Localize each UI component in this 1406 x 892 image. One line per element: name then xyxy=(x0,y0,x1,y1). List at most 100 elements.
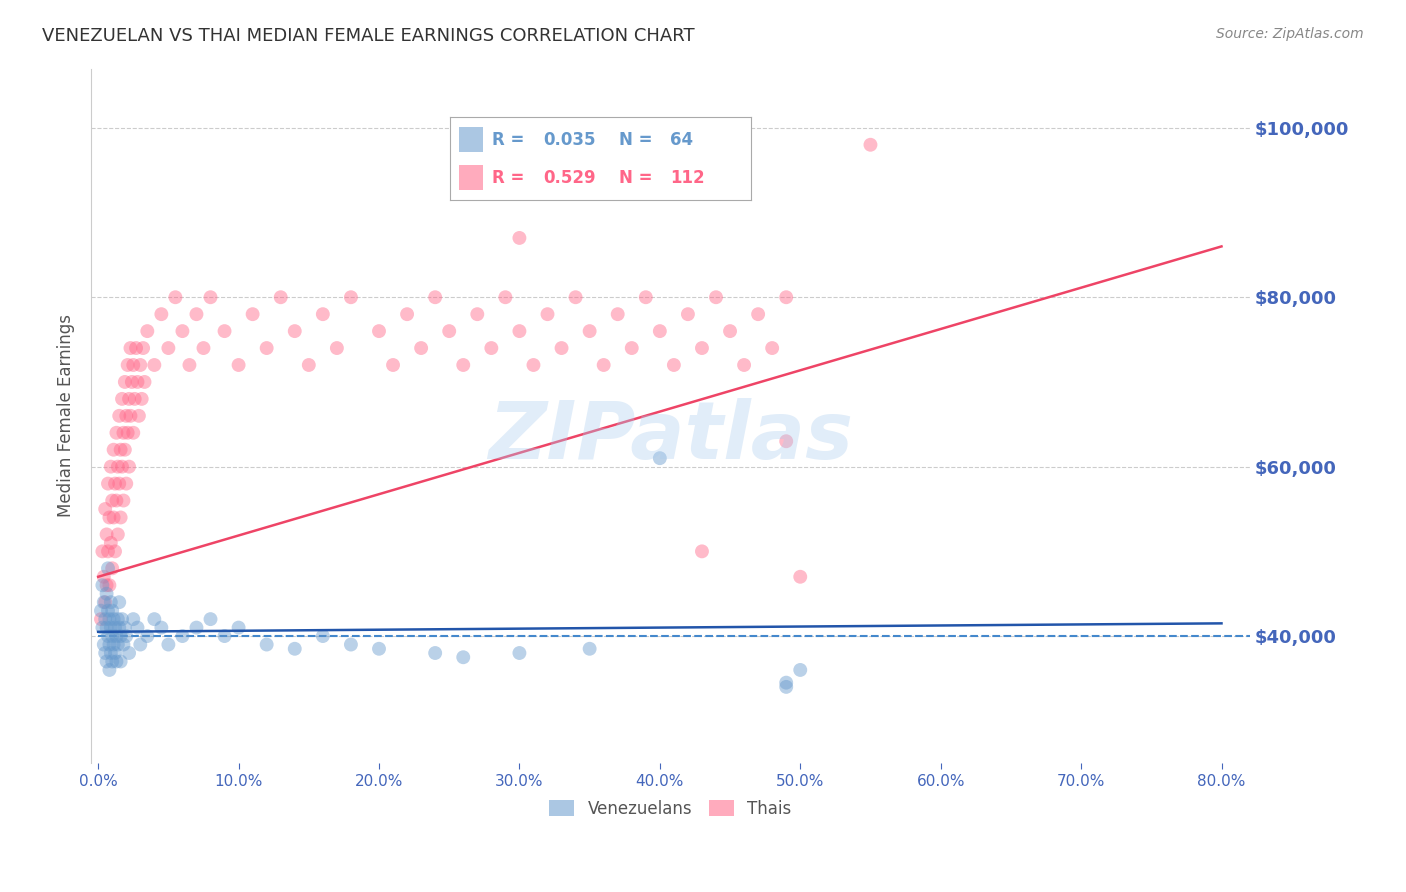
Point xyxy=(214,629,236,643)
Point xyxy=(97,476,120,491)
Point xyxy=(100,646,122,660)
Point xyxy=(112,425,135,440)
Text: VENEZUELAN VS THAI MEDIAN FEMALE EARNINGS CORRELATION CHART: VENEZUELAN VS THAI MEDIAN FEMALE EARNING… xyxy=(42,27,695,45)
Point xyxy=(104,621,127,635)
Point xyxy=(103,510,125,524)
Point xyxy=(508,324,530,338)
Point xyxy=(186,621,208,635)
Point xyxy=(536,307,558,321)
Point xyxy=(157,638,180,652)
Point xyxy=(93,570,115,584)
Point xyxy=(94,502,117,516)
Point xyxy=(522,358,544,372)
Point xyxy=(111,459,134,474)
Point xyxy=(396,307,419,321)
Point xyxy=(136,324,159,338)
Point xyxy=(98,638,121,652)
Legend: Venezuelans, Thais: Venezuelans, Thais xyxy=(543,793,799,824)
Point xyxy=(105,655,128,669)
Point xyxy=(107,459,129,474)
Point xyxy=(150,621,173,635)
Point xyxy=(129,358,152,372)
Point xyxy=(143,612,166,626)
Text: Source: ZipAtlas.com: Source: ZipAtlas.com xyxy=(1216,27,1364,41)
Point xyxy=(98,510,121,524)
Point xyxy=(94,595,117,609)
Point xyxy=(494,290,516,304)
Point xyxy=(789,663,811,677)
Point xyxy=(676,307,699,321)
Point xyxy=(150,307,173,321)
Point xyxy=(118,459,141,474)
Point xyxy=(648,451,671,466)
Point xyxy=(90,604,112,618)
Point xyxy=(115,409,138,423)
Point xyxy=(179,358,201,372)
Point xyxy=(578,324,600,338)
Point xyxy=(775,675,797,690)
Point xyxy=(101,629,124,643)
Point xyxy=(479,341,502,355)
Point xyxy=(96,655,118,669)
Point xyxy=(136,629,159,643)
Point xyxy=(105,493,128,508)
Point xyxy=(98,663,121,677)
Text: ZIPatlas: ZIPatlas xyxy=(488,398,853,475)
Point xyxy=(662,358,685,372)
Point xyxy=(425,646,447,660)
Point xyxy=(508,231,530,245)
Point xyxy=(186,307,208,321)
Point xyxy=(312,307,335,321)
Point xyxy=(256,638,278,652)
Point xyxy=(143,358,166,372)
Point xyxy=(200,612,222,626)
Point xyxy=(242,307,264,321)
Point xyxy=(134,375,156,389)
Point xyxy=(157,341,180,355)
Point xyxy=(200,290,222,304)
Point xyxy=(312,629,335,643)
Point xyxy=(108,476,131,491)
Y-axis label: Median Female Earnings: Median Female Earnings xyxy=(58,314,75,517)
Point xyxy=(214,324,236,338)
Point xyxy=(382,358,405,372)
Point xyxy=(747,307,769,321)
Point xyxy=(284,641,307,656)
Point xyxy=(94,612,117,626)
Point xyxy=(465,307,488,321)
Point xyxy=(96,527,118,541)
Point xyxy=(451,358,474,372)
Point xyxy=(103,612,125,626)
Point xyxy=(775,680,797,694)
Point xyxy=(125,341,148,355)
Point xyxy=(94,646,117,660)
Point xyxy=(127,375,149,389)
Point xyxy=(132,341,155,355)
Point xyxy=(108,621,131,635)
Point xyxy=(110,510,132,524)
Point xyxy=(761,341,783,355)
Point xyxy=(550,341,572,355)
Point xyxy=(172,324,194,338)
Point xyxy=(100,621,122,635)
Point xyxy=(93,638,115,652)
Point xyxy=(101,561,124,575)
Point xyxy=(90,612,112,626)
Point xyxy=(425,290,447,304)
Point xyxy=(564,290,586,304)
Point xyxy=(98,578,121,592)
Point xyxy=(103,638,125,652)
Point xyxy=(104,646,127,660)
Point xyxy=(110,442,132,457)
Point xyxy=(103,442,125,457)
Point xyxy=(115,476,138,491)
Point xyxy=(105,425,128,440)
Point xyxy=(114,442,136,457)
Point xyxy=(108,409,131,423)
Point xyxy=(128,409,150,423)
Point xyxy=(108,595,131,609)
Point xyxy=(620,341,643,355)
Point xyxy=(114,375,136,389)
Point xyxy=(368,641,391,656)
Point xyxy=(97,604,120,618)
